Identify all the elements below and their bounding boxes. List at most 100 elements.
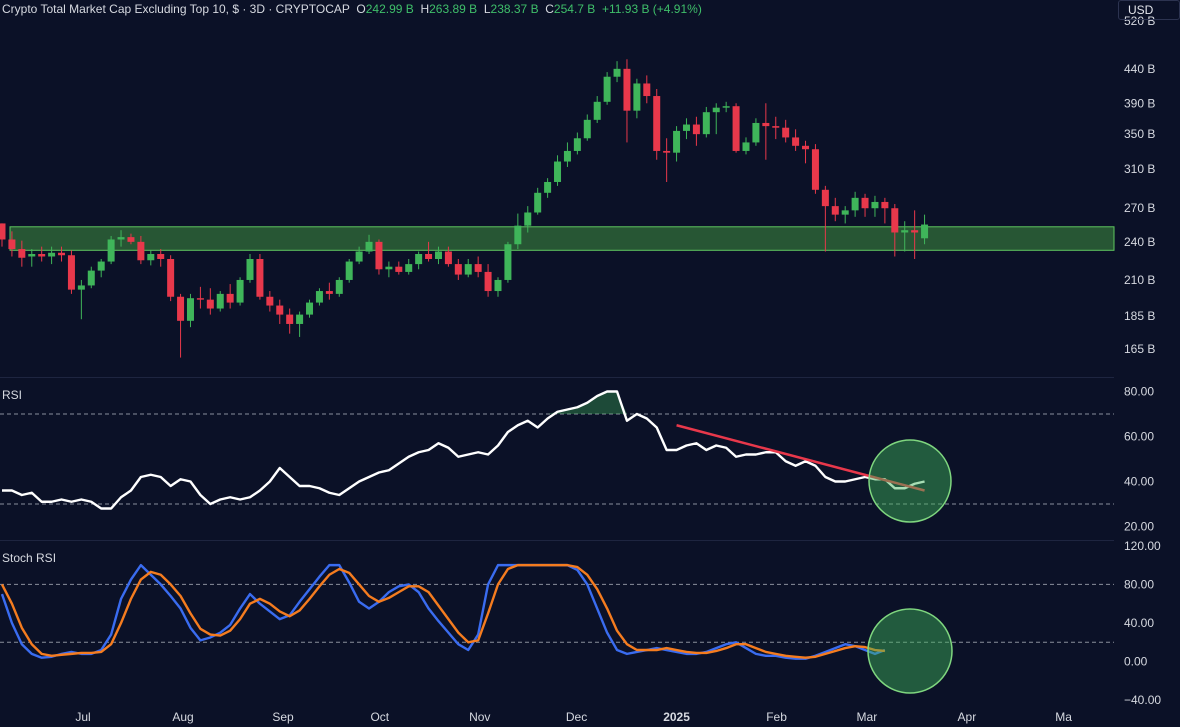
candle: [315, 291, 323, 303]
time-tick-label: Oct: [370, 710, 389, 724]
candle: [881, 201, 889, 209]
candle: [355, 251, 363, 262]
candle: [682, 124, 690, 131]
time-tick-label: Apr: [958, 710, 977, 724]
candle: [792, 137, 800, 146]
time-tick-label: Nov: [469, 710, 490, 724]
candle: [345, 261, 353, 280]
price-tick-label: 310 B: [1124, 162, 1155, 176]
candle: [415, 253, 423, 265]
price-tick-label: 390 B: [1124, 96, 1155, 110]
candle: [97, 261, 105, 271]
rsi-tick-label: 20.00: [1124, 520, 1154, 534]
candle: [286, 314, 294, 324]
symbol-title: Crypto Total Market Cap Excluding Top 10…: [2, 2, 350, 16]
candle: [702, 112, 710, 135]
candle: [692, 124, 700, 135]
candle: [306, 302, 314, 315]
candle: [8, 239, 16, 250]
candle: [643, 83, 651, 97]
candle: [603, 76, 611, 102]
price-tick-label: 440 B: [1124, 62, 1155, 76]
candle: [365, 241, 373, 252]
stoch-highlight-circle: [867, 608, 953, 694]
open-value: 242.99 B: [365, 2, 414, 16]
support-zone: [9, 226, 1115, 251]
stoch-d-line: [0, 563, 885, 659]
candle: [276, 305, 284, 315]
time-tick-label: Jul: [75, 710, 90, 724]
time-tick-label: Sep: [272, 710, 294, 724]
price-tick-label: 185 B: [1124, 309, 1155, 323]
candle: [434, 251, 442, 260]
candle: [107, 239, 115, 262]
candle: [742, 142, 750, 151]
candle: [375, 241, 383, 270]
candle: [87, 270, 95, 286]
candle: [266, 296, 274, 306]
candle: [613, 68, 621, 77]
candle: [246, 259, 254, 280]
candle: [127, 237, 135, 242]
low-value: 238.37 B: [490, 2, 539, 16]
candle: [38, 253, 46, 257]
candle: [494, 279, 502, 292]
high-value: 263.89 B: [429, 2, 478, 16]
high-label: H: [420, 2, 430, 16]
candle: [58, 252, 66, 256]
candle: [653, 96, 661, 151]
stoch-tick-label: 40.00: [1124, 616, 1154, 630]
price-tick-label: 350 B: [1124, 127, 1155, 141]
candle: [177, 296, 185, 321]
candle: [405, 264, 413, 272]
candle: [444, 251, 452, 265]
candle: [236, 279, 244, 303]
candle: [831, 206, 839, 215]
candle: [752, 122, 760, 143]
candle: [712, 107, 720, 113]
candle: [216, 293, 224, 309]
time-tick-label: 2025: [663, 710, 690, 724]
rsi-pane[interactable]: [0, 390, 1114, 523]
candle: [385, 266, 393, 270]
candle: [167, 259, 175, 297]
candle: [117, 237, 125, 240]
candle: [633, 83, 641, 111]
candle: [554, 161, 562, 182]
candle: [921, 224, 929, 239]
price-tick-label: 210 B: [1124, 273, 1155, 287]
rsi-line: [2, 390, 925, 510]
currency-button[interactable]: USD: [1118, 0, 1180, 20]
stoch-rsi-pane[interactable]: [0, 563, 1114, 694]
candle: [335, 279, 343, 294]
rsi-tick-label: 60.00: [1124, 430, 1154, 444]
candle: [871, 201, 879, 209]
stoch-rsi-pane-label: Stoch RSI: [2, 551, 57, 565]
candle: [325, 291, 333, 294]
candle: [732, 106, 740, 151]
candle: [196, 298, 204, 300]
time-axis[interactable]: Jul Aug Sep Oct Nov Dec 2025 Feb Mar Apr Ma: [75, 710, 1072, 724]
price-tick-label: 270 B: [1124, 201, 1155, 215]
candle: [534, 192, 542, 213]
candle: [395, 266, 403, 272]
candle: [514, 225, 522, 245]
change-value: +11.93 B (+4.91%): [601, 2, 702, 16]
rsi-trendline: [676, 424, 925, 492]
price-pane[interactable]: [0, 59, 1115, 358]
close-value: 254.7 B: [553, 2, 596, 16]
price-axis[interactable]: 520 B 440 B 390 B 350 B 310 B 270 B 240 B 210 B…: [1124, 14, 1161, 707]
candle: [821, 189, 829, 207]
candle: [901, 230, 909, 233]
candle: [663, 150, 671, 153]
price-tick-label: 240 B: [1124, 235, 1155, 249]
time-tick-label: Feb: [766, 710, 787, 724]
candle: [67, 255, 75, 290]
candle: [226, 293, 234, 303]
stoch-tick-label: 120.00: [1124, 539, 1161, 553]
candle: [623, 68, 631, 111]
price-tick-label: 520 B: [1124, 14, 1155, 28]
candle: [454, 264, 462, 275]
time-tick-label: Aug: [172, 710, 193, 724]
